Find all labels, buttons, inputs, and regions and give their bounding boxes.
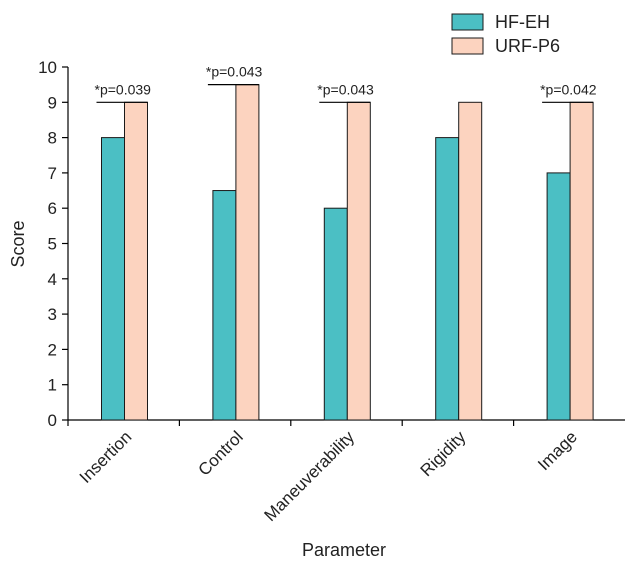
significance-label: *p=0.042: [540, 81, 597, 97]
legend-label: HF-EH: [495, 12, 550, 32]
bar-hf-eh-insertion: [101, 137, 125, 421]
y-axis-title: Score: [8, 220, 28, 267]
significance-label: *p=0.043: [317, 81, 374, 97]
y-tick-label: 9: [48, 93, 57, 112]
bar-urf-p6-maneuverability: [346, 101, 371, 421]
x-category-label: Maneuverability: [261, 427, 359, 525]
y-tick-label: 6: [48, 199, 57, 218]
x-category-label: Control: [195, 427, 247, 479]
y-tick-label: 2: [48, 340, 57, 359]
legend-swatch: [451, 37, 484, 55]
legend-swatch: [451, 13, 484, 31]
y-tick-label: 10: [38, 58, 57, 77]
y-tick-label: 4: [48, 270, 57, 289]
x-axis: Insertion Control Maneuverability Rigidity I…: [67, 419, 625, 525]
x-category-label: Insertion: [76, 427, 136, 487]
y-axis: 0 1 2 3 4 5 6 7 8 9 10: [38, 58, 69, 430]
y-tick-label: 3: [48, 305, 57, 324]
significance-label: *p=0.043: [206, 64, 263, 80]
significance-label: *p=0.039: [95, 81, 152, 97]
bar-hf-eh-maneuverability: [323, 207, 348, 421]
bar-urf-p6-image: [569, 101, 594, 421]
x-axis-title: Parameter: [302, 540, 386, 560]
legend-label: URF-P6: [495, 36, 560, 56]
y-tick-label: 5: [48, 235, 57, 254]
bar-urf-p6-control: [235, 84, 260, 421]
bar-urf-p6-rigidity: [458, 101, 483, 421]
y-tick-label: 1: [48, 376, 57, 395]
x-category-label: Rigidity: [417, 427, 470, 480]
y-tick-label: 0: [48, 411, 57, 430]
bar-urf-p6-insertion: [124, 101, 148, 421]
x-category-label: Image: [534, 427, 581, 474]
bar-hf-eh-image: [546, 172, 571, 421]
bar-hf-eh-control: [212, 190, 237, 421]
y-tick-label: 8: [48, 129, 57, 148]
bars: [101, 84, 594, 421]
y-tick-label: 7: [48, 164, 57, 183]
legend: HF-EH URF-P6: [451, 12, 560, 56]
bar-hf-eh-rigidity: [435, 137, 460, 421]
significance-annotations: *p=0.039 *p=0.043 *p=0.043 *p=0.042: [95, 64, 597, 103]
